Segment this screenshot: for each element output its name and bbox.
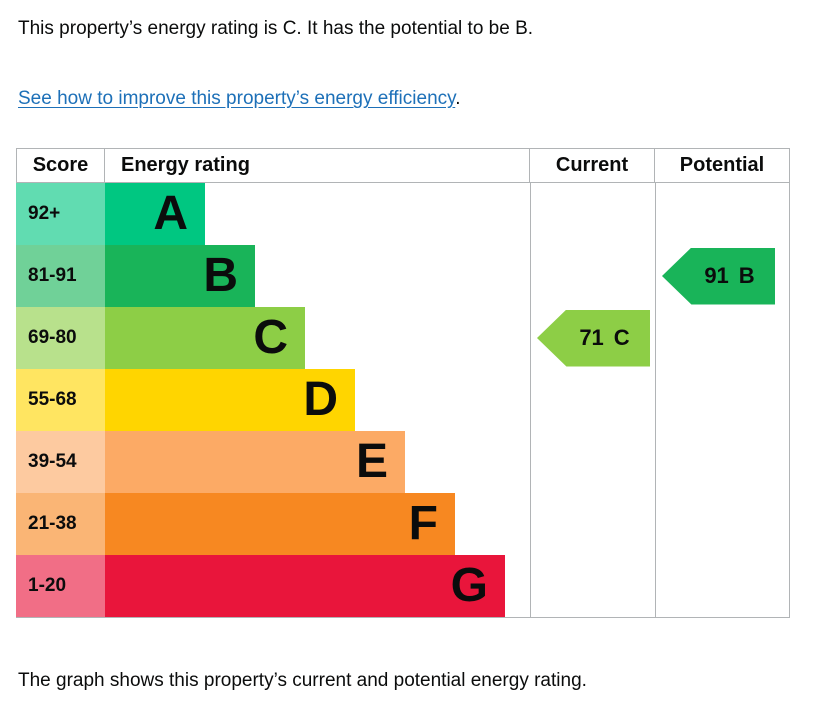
- band-letter: E: [355, 435, 388, 488]
- epc-row-g: 1-20 G: [16, 555, 790, 617]
- rating-cell: C: [105, 307, 530, 369]
- marker-band: C: [613, 325, 630, 350]
- rating-bar: F: [105, 493, 455, 555]
- current-cell: [530, 245, 655, 307]
- rating-cell: D: [105, 369, 530, 431]
- header-score: Score: [16, 149, 105, 182]
- score-cell: 1-20: [16, 555, 105, 617]
- band-letter: C: [253, 311, 288, 364]
- current-cell: [530, 431, 655, 493]
- score-cell: 55-68: [16, 369, 105, 431]
- current-rating-arrow: 71 C: [537, 309, 650, 367]
- score-cell: 81-91: [16, 245, 105, 307]
- epc-row-d: 55-68 D: [16, 369, 790, 431]
- epc-row-a: 92+ A: [16, 183, 790, 245]
- current-cell: [530, 555, 655, 617]
- header-potential: Potential: [655, 149, 790, 182]
- score-cell: 92+: [16, 183, 105, 245]
- potential-cell: [655, 183, 790, 245]
- current-cell: [530, 493, 655, 555]
- header-energy-rating: Energy rating: [105, 149, 530, 182]
- rating-cell: F: [105, 493, 530, 555]
- score-cell: 39-54: [16, 431, 105, 493]
- band-letter: G: [450, 559, 488, 612]
- score-cell: 69-80: [16, 307, 105, 369]
- rating-bar: A: [105, 183, 205, 245]
- intro-text: This property’s energy rating is C. It h…: [18, 18, 534, 39]
- score-cell: 21-38: [16, 493, 105, 555]
- header-current: Current: [530, 149, 655, 182]
- band-letter: D: [303, 373, 338, 426]
- rating-cell: G: [105, 555, 530, 617]
- improve-link-suffix: .: [455, 88, 461, 109]
- table-body: 92+ A 81-91 B 91 B: [16, 183, 790, 618]
- potential-cell: [655, 555, 790, 617]
- epc-row-e: 39-54 E: [16, 431, 790, 493]
- potential-cell: [655, 307, 790, 369]
- potential-cell: 91 B: [655, 245, 790, 307]
- current-cell: [530, 369, 655, 431]
- improve-link[interactable]: See how to improve this property’s energ…: [18, 88, 456, 109]
- rating-cell: A: [105, 183, 530, 245]
- rating-bar: D: [105, 369, 355, 431]
- potential-cell: [655, 493, 790, 555]
- band-letter: B: [203, 249, 238, 302]
- epc-row-c: 69-80 C 71 C: [16, 307, 790, 369]
- potential-cell: [655, 431, 790, 493]
- marker-score: 71: [579, 325, 604, 350]
- rating-cell: B: [105, 245, 530, 307]
- improve-link-line: See how to improve this property’s energ…: [18, 86, 815, 111]
- current-cell: [530, 183, 655, 245]
- potential-rating-arrow: 91 B: [662, 247, 775, 305]
- band-letter: F: [408, 497, 438, 550]
- rating-bar: B: [105, 245, 255, 307]
- rating-bar: C: [105, 307, 305, 369]
- rating-bar: E: [105, 431, 405, 493]
- band-letter: A: [153, 187, 188, 240]
- current-cell: 71 C: [530, 307, 655, 369]
- table-header-row: Score Energy rating Current Potential: [16, 149, 790, 183]
- rating-bar: G: [105, 555, 505, 617]
- epc-page: This property’s energy rating is C. It h…: [16, 18, 815, 691]
- rating-cell: E: [105, 431, 530, 493]
- epc-row-f: 21-38 F: [16, 493, 790, 555]
- chart-caption: The graph shows this property’s current …: [18, 670, 587, 691]
- potential-cell: [655, 369, 790, 431]
- epc-row-b: 81-91 B 91 B: [16, 245, 790, 307]
- marker-score: 91: [704, 263, 729, 288]
- marker-band: B: [738, 263, 755, 288]
- energy-rating-table: Score Energy rating Current Potential 92…: [16, 148, 790, 618]
